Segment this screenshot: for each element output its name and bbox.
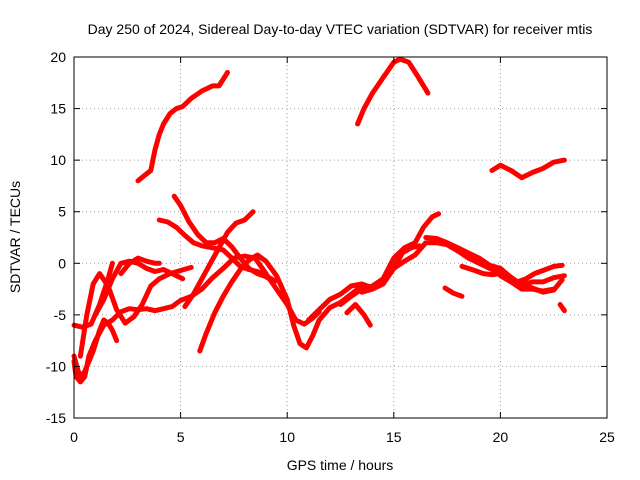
y-tick-label: 10: [50, 152, 66, 168]
x-axis-label: GPS time / hours: [287, 457, 394, 473]
y-axis-label: SDTVAR / TECUs: [7, 181, 23, 293]
series-trace-t22: [557, 302, 567, 314]
x-tick-label: 25: [599, 429, 615, 445]
x-tick-label: 0: [70, 429, 78, 445]
x-tick-label: 20: [493, 429, 509, 445]
y-tick-label: -15: [46, 410, 66, 426]
series-group: [71, 56, 567, 385]
chart-title: Day 250 of 2024, Sidereal Day-to-day VTE…: [88, 21, 593, 37]
y-tick-label: -5: [54, 307, 67, 323]
y-tick-label: 5: [58, 204, 66, 220]
series-trace-t10: [182, 209, 256, 310]
series-trace-t17: [423, 235, 565, 285]
y-tick-label: -10: [46, 358, 66, 374]
x-tick-label: 5: [177, 429, 185, 445]
plot-frame: [73, 56, 608, 419]
y-tick-label: 0: [58, 255, 66, 271]
series-trace-t6: [118, 255, 162, 277]
x-tick-label: 10: [279, 429, 295, 445]
series-trace-t11: [197, 252, 365, 354]
series-trace-t15: [355, 56, 431, 127]
y-tick-label: 20: [50, 49, 66, 65]
series-trace-t18: [442, 285, 465, 299]
series-trace-t20: [489, 157, 567, 181]
series-trace-t3: [71, 317, 120, 380]
series-trace-t21: [497, 273, 557, 294]
grid: [74, 57, 607, 418]
series-trace-t13: [344, 302, 373, 328]
series-trace-t7: [135, 70, 230, 184]
series-trace-t14: [338, 211, 442, 307]
series-trace-t5: [92, 258, 186, 318]
axis-ticks: 0 5 10 15 20 25 -15 -10 -5 0 5 10 15 20: [46, 49, 615, 445]
series-trace-t16: [359, 243, 422, 295]
x-tick-label: 15: [386, 429, 402, 445]
y-tick-label: 15: [50, 101, 66, 117]
